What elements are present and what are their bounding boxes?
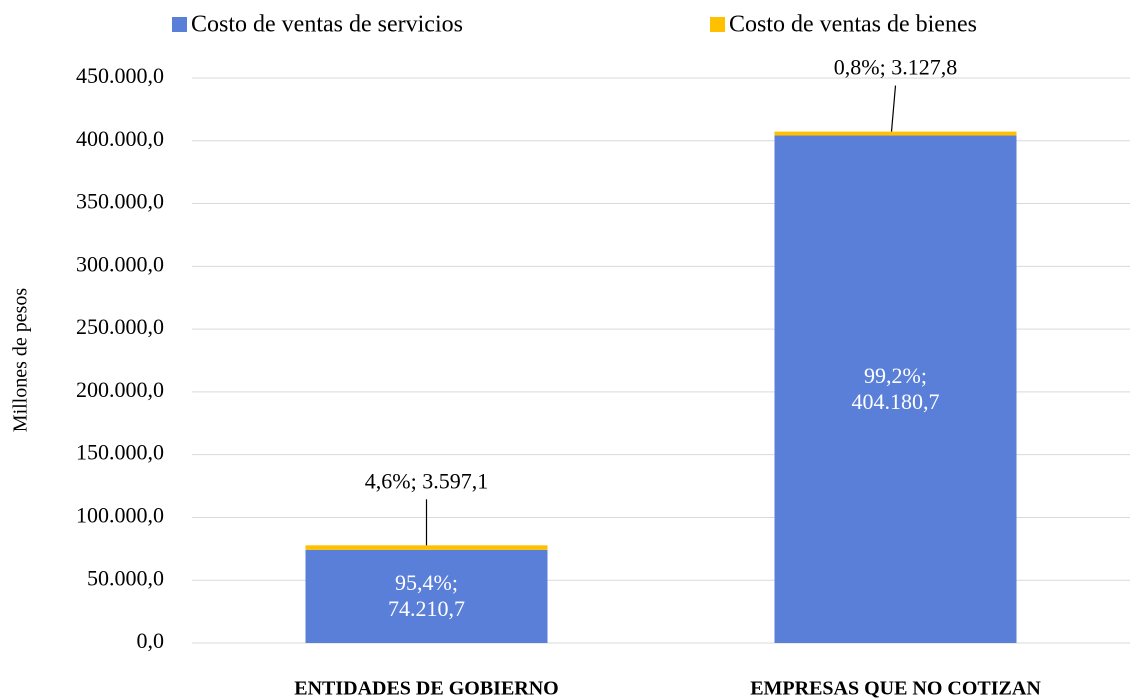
legend-swatch [710,17,725,32]
y-tick-label: 250.000,0 [76,314,164,339]
x-tick-label: EMPRESAS QUE NO COTIZAN [750,678,1041,700]
y-tick-label: 150.000,0 [76,440,164,465]
bar-segment [774,135,1017,643]
y-tick-label: 450.000,0 [76,63,164,88]
bar-segment [305,549,548,643]
y-axis-label: Millones de pesos [10,288,32,433]
y-tick-label: 100.000,0 [76,502,164,527]
x-tick-label: ENTIDADES DE GOBIERNO [294,678,559,700]
legend-label: Costo de ventas de bienes [729,12,977,38]
data-label: 95,4%; 74.210,7 [388,570,465,622]
data-label: 4,6%; 3.597,1 [365,468,488,493]
leader-line [890,85,897,132]
legend-swatch [172,17,187,32]
y-tick-label: 300.000,0 [76,251,164,276]
y-tick-label: 200.000,0 [76,377,164,402]
y-tick-label: 0,0 [137,628,165,653]
bar-segment [305,545,548,550]
y-tick-label: 50.000,0 [87,565,164,590]
legend-label: Costo de ventas de servicios [191,12,463,38]
data-label: 99,2%; 404.180,7 [851,363,940,415]
y-tick-label: 400.000,0 [76,126,164,151]
data-label: 0,8%; 3.127,8 [834,55,957,80]
y-tick-label: 350.000,0 [76,189,164,214]
bar-segment [774,131,1017,136]
